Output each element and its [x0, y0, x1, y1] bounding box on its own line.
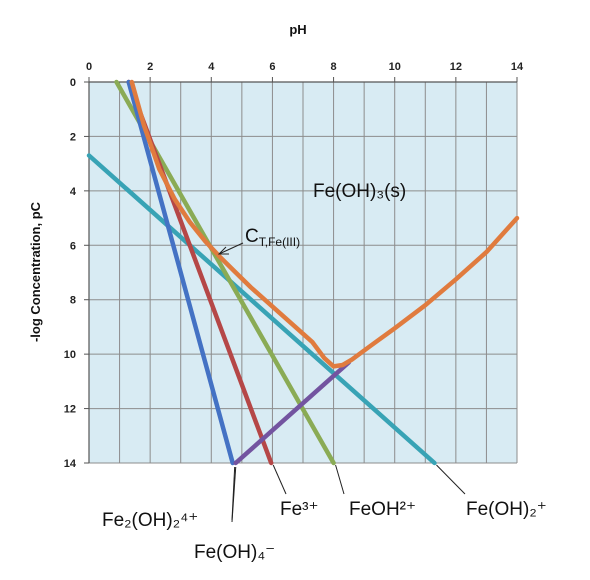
label-fe-oh-3-solid: Fe(OH)₃(s) — [313, 181, 406, 202]
x-tick-label: 0 — [86, 61, 92, 73]
x-tick-label: 4 — [208, 61, 215, 73]
ct-arrow-head — [217, 246, 229, 255]
y-tick-label: 2 — [70, 131, 76, 143]
label-feoh2plus: Fe(OH)₂⁺ — [466, 499, 547, 520]
annotations: Fe₂(OH)₂⁴⁺ Fe(OH)₄⁻ Fe³⁺ FeOH²⁺ Fe(OH)₂⁺ Fe(O… — [102, 181, 547, 563]
x-tick-label: 10 — [389, 61, 401, 73]
label-ct-fe-iii: CT,Fe(III) — [245, 226, 300, 249]
tick-labels: 0 2 4 6 8 10 12 14 0 2 4 6 8 10 12 14 — [64, 61, 524, 470]
series-line-feoh4 — [233, 360, 352, 466]
leader-line-feoh2plus — [436, 464, 466, 495]
label-fe2oh2: Fe₂(OH)₂⁴⁺ — [102, 510, 198, 531]
series-group — [86, 79, 520, 466]
series-line-feoh2plus — [86, 153, 437, 466]
label-feoh4: Fe(OH)₄⁻ — [194, 542, 275, 563]
series-line-ct-fe-iii — [129, 79, 520, 369]
x-tick-label: 14 — [511, 61, 524, 73]
label-fe3: Fe³⁺ — [280, 499, 319, 520]
y-tick-label: 6 — [70, 240, 76, 252]
y-axis-title: -log Concentration, pC — [28, 201, 43, 342]
x-tick-label: 6 — [269, 61, 275, 73]
y-tick-label: 4 — [70, 186, 77, 198]
y-tick-label: 8 — [70, 295, 76, 307]
y-tick-label: 0 — [70, 77, 76, 89]
x-tick-label: 12 — [450, 61, 462, 73]
series-line-fe2oh2 — [126, 79, 235, 466]
leader-line-fe3 — [272, 464, 287, 495]
leader-line-feoh2 — [335, 464, 345, 495]
axes — [84, 77, 518, 464]
x-axis-title: pH — [289, 22, 306, 37]
ct-arrow-line — [218, 242, 244, 255]
y-tick-label: 12 — [64, 404, 76, 416]
x-tick-label: 8 — [331, 61, 337, 73]
y-tick-label: 10 — [64, 349, 76, 361]
leader-line-feoh4 — [231, 466, 237, 523]
x-tick-label: 2 — [147, 61, 153, 73]
y-tick-label: 14 — [64, 458, 77, 470]
label-feoh2: FeOH²⁺ — [349, 499, 416, 520]
